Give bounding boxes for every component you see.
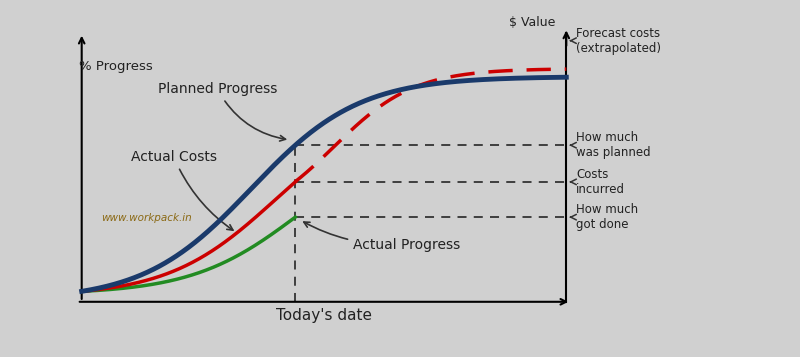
Text: Forecast costs
(extrapolated): Forecast costs (extrapolated) (576, 27, 661, 55)
Text: Planned Progress: Planned Progress (158, 82, 286, 141)
Text: $ Value: $ Value (510, 16, 556, 29)
Text: How much
got done: How much got done (576, 203, 638, 231)
Text: How much
was planned: How much was planned (576, 131, 650, 159)
Text: www.workpack.in: www.workpack.in (101, 213, 192, 223)
Text: Actual Progress: Actual Progress (304, 222, 460, 251)
Text: Costs
incurred: Costs incurred (576, 168, 625, 196)
Text: Actual Costs: Actual Costs (130, 150, 233, 230)
Text: % Progress: % Progress (79, 60, 153, 73)
Text: Today's date: Today's date (276, 308, 372, 323)
